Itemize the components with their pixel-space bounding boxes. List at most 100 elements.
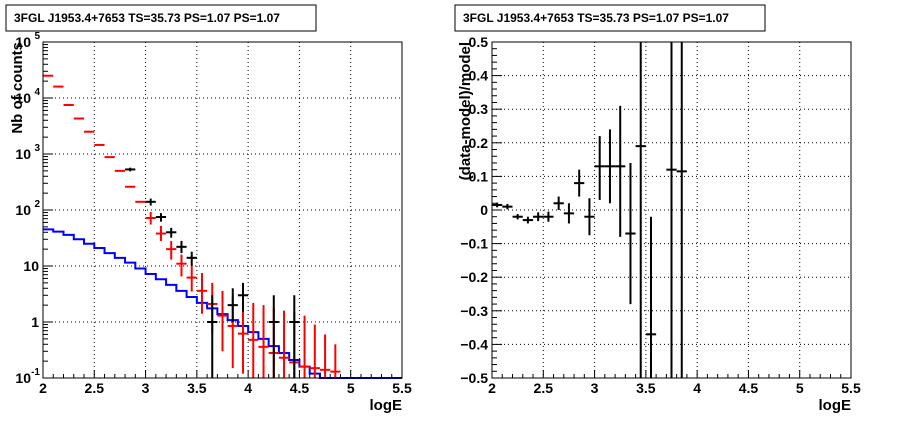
- data-point: [155, 225, 167, 241]
- data-point: [676, 42, 687, 378]
- data-point: [563, 203, 575, 224]
- x-tick-label: 3.5: [187, 380, 207, 396]
- x-tick-label: 5.5: [841, 380, 861, 396]
- data-point: [615, 105, 626, 237]
- y-tick-label: −0.5: [460, 370, 488, 386]
- x-tick-label: 4.5: [739, 380, 759, 396]
- data-point: [278, 310, 290, 378]
- data-point: [176, 240, 187, 254]
- data-point: [645, 216, 657, 378]
- x-tick-label: 2.5: [534, 380, 554, 396]
- data-point: [186, 266, 197, 292]
- data-point: [635, 42, 646, 378]
- left-grid: [43, 42, 402, 378]
- data-point: [145, 212, 156, 225]
- series-0: [43, 228, 402, 379]
- x-tick-label: 5: [347, 380, 355, 396]
- data-point: [237, 282, 249, 313]
- right-y-axis-title: (data-model)/model: [457, 42, 474, 180]
- y-tick-label: 10: [15, 90, 31, 106]
- left-title-box: [5, 4, 317, 32]
- y-tick-exponent: 2: [34, 199, 40, 210]
- x-tick-label: 3.5: [636, 380, 656, 396]
- right-chart-title: 3FGL J1953.4+7653 TS=35.73 PS=1.07 PS=1.…: [463, 11, 729, 25]
- series-2: [125, 167, 300, 378]
- model-step-line: [43, 228, 402, 379]
- data-point: [207, 295, 218, 378]
- data-point: [217, 290, 228, 352]
- x-tick-label: 4.5: [290, 380, 310, 396]
- data-point: [319, 334, 331, 378]
- data-point: [543, 211, 554, 222]
- data-point: [248, 302, 259, 378]
- data-point: [166, 240, 177, 260]
- data-point: [258, 305, 269, 378]
- y-tick-label: 0: [480, 202, 488, 218]
- x-tick-label: 2: [39, 380, 47, 396]
- x-tick-label: 2: [488, 380, 496, 396]
- y-tick-label: −0.3: [460, 303, 488, 319]
- y-tick-exponent: 4: [34, 87, 40, 98]
- data-point: [309, 324, 320, 378]
- x-tick-label: 4: [693, 380, 701, 396]
- data-point: [145, 198, 156, 206]
- y-tick-exponent: 3: [34, 143, 40, 154]
- right-title-box: [454, 4, 766, 32]
- data-point: [196, 272, 208, 314]
- data-point: [604, 129, 616, 204]
- data-point: [492, 202, 503, 208]
- y-tick-label: 0.1: [469, 168, 489, 184]
- data-point: [584, 198, 595, 236]
- data-point: [227, 288, 238, 322]
- data-point: [176, 254, 187, 277]
- data-point: [125, 167, 136, 172]
- data-point: [166, 227, 177, 238]
- left-marks: [43, 74, 402, 379]
- data-point: [186, 251, 197, 266]
- data-point: [574, 169, 585, 197]
- data-point: [625, 162, 636, 305]
- right-marks: [492, 42, 687, 378]
- data-point: [268, 295, 279, 378]
- y-tick-exponent: -1: [31, 367, 40, 378]
- left-x-axis-title: logE: [370, 397, 403, 414]
- right-ticks: 2 2.5 3 3.5 4 4.5 5 5.5 −0.5 −0.4 −0.3 −0.2 −0.1 0 0.1…: [460, 34, 861, 396]
- right-chart: 3FGL J1953.4+7653 TS=35.73 PS=1.07 PS=1.…: [454, 4, 861, 414]
- y-tick-label: 0.5: [469, 34, 489, 50]
- y-tick-label: 10: [15, 370, 31, 386]
- left-chart-title: 3FGL J1953.4+7653 TS=35.73 PS=1.07 PS=1.…: [14, 11, 280, 25]
- right-grid: [492, 42, 851, 378]
- y-tick-label: −0.4: [460, 336, 488, 352]
- x-tick-label: 3: [142, 380, 150, 396]
- series-0: [492, 42, 687, 378]
- data-point: [522, 216, 534, 224]
- data-point: [533, 212, 544, 222]
- x-tick-label: 4: [244, 380, 252, 396]
- series-1: [43, 74, 341, 378]
- data-point: [594, 136, 605, 200]
- left-chart: 3FGL J1953.4+7653 TS=35.73 PS=1.07 PS=1.…: [5, 4, 412, 414]
- left-y-axis-title: Nb of counts: [9, 42, 26, 134]
- y-tick-label: 10: [23, 258, 39, 274]
- y-tick-label: 0.2: [469, 135, 489, 151]
- x-tick-label: 3: [591, 380, 599, 396]
- y-tick-label: 10: [15, 202, 31, 218]
- x-tick-label: 5.5: [392, 380, 412, 396]
- y-tick-exponent: 5: [34, 31, 40, 42]
- x-tick-label: 2.5: [85, 380, 105, 396]
- data-point: [502, 203, 513, 210]
- data-point: [289, 295, 300, 378]
- data-point: [330, 344, 341, 378]
- y-tick-label: 1: [31, 314, 39, 330]
- y-tick-label: 0.4: [469, 68, 489, 84]
- data-point: [553, 196, 564, 210]
- y-tick-label: 0.3: [469, 101, 489, 117]
- data-point: [666, 42, 677, 378]
- data-point: [155, 213, 167, 222]
- y-tick-label: −0.1: [460, 236, 488, 252]
- x-tick-label: 5: [796, 380, 804, 396]
- data-point: [512, 214, 523, 220]
- data-point: [299, 315, 310, 378]
